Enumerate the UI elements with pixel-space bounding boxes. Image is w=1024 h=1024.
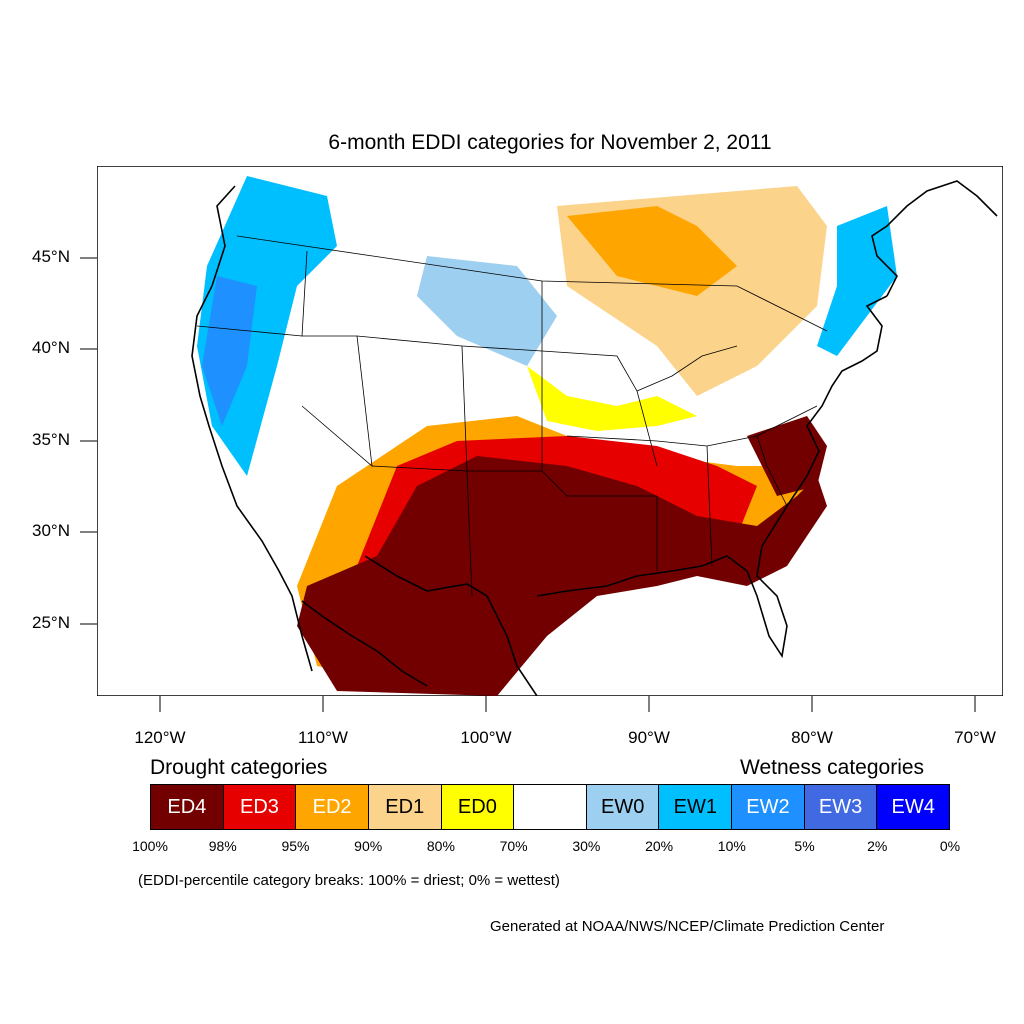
category-fill: [197, 176, 897, 696]
percentile-label: 30%: [572, 838, 601, 854]
lat-label-45n: 45°N: [32, 247, 70, 266]
percentile-label: 0%: [939, 838, 961, 854]
lon-label-70w: 70°W: [954, 728, 996, 747]
lat-label-25n: 25°N: [32, 613, 70, 632]
wet-region-coast: [202, 276, 257, 426]
percentile-label: 98%: [208, 838, 237, 854]
legend-swatch-ew2: EW2: [732, 785, 805, 829]
percentile-label: 20%: [645, 838, 674, 854]
legend-swatch-ew0: EW0: [586, 785, 660, 829]
legend-swatch-ed0: ED0: [441, 785, 515, 829]
wetness-heading: Wetness categories: [740, 756, 925, 779]
drought-heading: Drought categories: [150, 756, 328, 779]
credit-line: Generated at NOAA/NWS/NCEP/Climate Predi…: [490, 918, 885, 935]
wet-region-northeast: [817, 206, 897, 356]
legend-swatch-ew1: EW1: [659, 785, 733, 829]
lon-label-120w: 120°W: [134, 728, 186, 747]
state-boundaries: [196, 235, 828, 597]
percentile-label: 5%: [794, 838, 815, 854]
ed0-region-central: [527, 366, 697, 431]
lon-label-80w: 80°W: [791, 728, 833, 747]
legend-swatch-ed1: ED1: [368, 785, 442, 829]
legend-swatch-ed3: ED3: [223, 785, 297, 829]
percentile-label: 100%: [132, 838, 168, 854]
ed2-region-north: [567, 206, 737, 296]
lat-label-35n: 35°N: [32, 430, 70, 449]
percentile-label: 70%: [499, 838, 528, 854]
percentile-label: 2%: [867, 838, 888, 854]
lon-label-100w: 100°W: [460, 728, 512, 747]
category-legend-bar: ED4 ED3 ED2 ED1 ED0 EW0 EW1 EW2 EW3 EW4: [150, 784, 950, 830]
legend-swatch-ed4: ED4: [151, 785, 224, 829]
legend-swatch-ew4: EW4: [877, 785, 950, 829]
lon-label-110w: 110°W: [298, 728, 348, 747]
percentile-label: 10%: [717, 838, 746, 854]
percentile-label: 90%: [354, 838, 383, 854]
eddi-map: [97, 166, 1003, 696]
percentile-label: 80%: [426, 838, 455, 854]
percentile-label: 95%: [281, 838, 310, 854]
lon-label-90w: 90°W: [628, 728, 670, 747]
coastline-outline: [191, 180, 998, 696]
legend-swatch-ed2: ED2: [296, 785, 369, 829]
legend-swatch-neutral: [514, 785, 587, 829]
lat-label-40n: 40°N: [32, 338, 70, 357]
lat-label-30n: 30°N: [32, 521, 70, 540]
category-footnote: (EDDI-percentile category breaks: 100% =…: [138, 872, 560, 889]
legend-swatch-ew3: EW3: [804, 785, 878, 829]
wet-region-plains: [417, 256, 557, 366]
map-title: 6-month EDDI categories for November 2, …: [328, 131, 772, 154]
ed4-region-south: [297, 456, 827, 696]
